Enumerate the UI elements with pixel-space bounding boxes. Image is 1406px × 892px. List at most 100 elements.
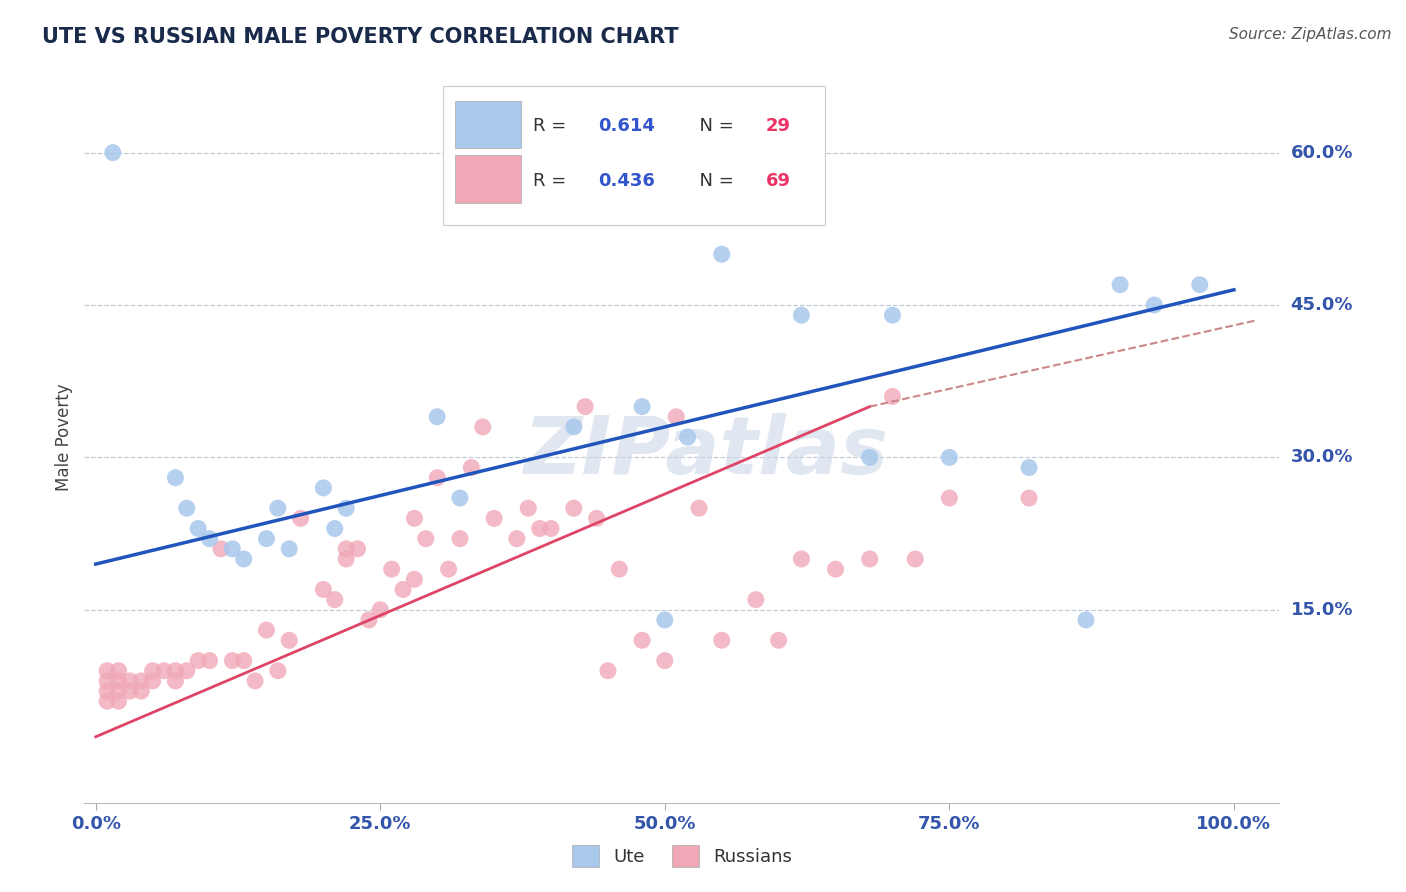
Point: [404, 572, 426, 586]
Text: 60.0%: 60.0%: [1291, 144, 1353, 161]
Point: [107, 684, 129, 698]
Point: [209, 541, 232, 556]
Text: Source: ZipAtlas.com: Source: ZipAtlas.com: [1229, 27, 1392, 42]
Point: [357, 613, 380, 627]
Point: [938, 491, 960, 505]
Text: 0.614: 0.614: [599, 117, 655, 136]
Point: [1018, 460, 1040, 475]
FancyBboxPatch shape: [456, 155, 520, 203]
Point: [165, 673, 187, 688]
Point: [654, 613, 676, 627]
Point: [107, 664, 129, 678]
Point: [517, 501, 540, 516]
Point: [176, 664, 198, 678]
Point: [904, 552, 927, 566]
Point: [607, 562, 630, 576]
Point: [187, 521, 209, 535]
Point: [96, 694, 118, 708]
Point: [1074, 613, 1097, 627]
Point: [529, 521, 551, 535]
Point: [96, 673, 118, 688]
Y-axis label: Male Poverty: Male Poverty: [55, 384, 73, 491]
Point: [312, 582, 335, 597]
Point: [437, 562, 460, 576]
Point: [1109, 277, 1132, 292]
Point: [768, 633, 790, 648]
Point: [938, 450, 960, 465]
Point: [482, 511, 505, 525]
Point: [221, 541, 243, 556]
Point: [129, 673, 152, 688]
Point: [278, 541, 301, 556]
Point: [142, 673, 165, 688]
Point: [790, 552, 813, 566]
Point: [335, 501, 357, 516]
Point: [449, 532, 471, 546]
Point: [562, 420, 585, 434]
Point: [335, 541, 357, 556]
Point: [574, 400, 596, 414]
Point: [312, 481, 335, 495]
Text: 45.0%: 45.0%: [1291, 296, 1353, 314]
Point: [471, 420, 494, 434]
Text: N =: N =: [688, 172, 740, 190]
Point: [368, 603, 391, 617]
Text: ZIPatlas: ZIPatlas: [523, 413, 889, 491]
Text: 29: 29: [766, 117, 790, 136]
Point: [278, 633, 301, 648]
Point: [1188, 277, 1211, 292]
Text: R =: R =: [533, 117, 571, 136]
Point: [142, 664, 165, 678]
Point: [165, 471, 187, 485]
Point: [404, 511, 426, 525]
Text: 15.0%: 15.0%: [1291, 601, 1353, 619]
Point: [688, 501, 710, 516]
Text: 0.436: 0.436: [599, 172, 655, 190]
Point: [221, 654, 243, 668]
Point: [346, 541, 368, 556]
Point: [540, 521, 562, 535]
Point: [323, 592, 346, 607]
Point: [232, 552, 254, 566]
Point: [96, 684, 118, 698]
Point: [232, 654, 254, 668]
Point: [107, 673, 129, 688]
Point: [415, 532, 437, 546]
Point: [129, 684, 152, 698]
Point: [118, 673, 141, 688]
Point: [267, 501, 290, 516]
Point: [585, 511, 607, 525]
Text: 30.0%: 30.0%: [1291, 449, 1353, 467]
Point: [654, 654, 676, 668]
Point: [381, 562, 404, 576]
Point: [790, 308, 813, 322]
Point: [1143, 298, 1166, 312]
Point: [335, 552, 357, 566]
Text: UTE VS RUSSIAN MALE POVERTY CORRELATION CHART: UTE VS RUSSIAN MALE POVERTY CORRELATION …: [42, 27, 679, 46]
Point: [562, 501, 585, 516]
Point: [596, 664, 619, 678]
Point: [118, 684, 141, 698]
Point: [267, 664, 290, 678]
Point: [882, 389, 904, 403]
Text: R =: R =: [533, 172, 571, 190]
Point: [460, 460, 482, 475]
Point: [426, 471, 449, 485]
Point: [256, 623, 278, 637]
Legend: Ute, Russians: Ute, Russians: [564, 838, 800, 874]
Point: [859, 552, 882, 566]
Point: [449, 491, 471, 505]
Point: [882, 308, 904, 322]
FancyBboxPatch shape: [443, 86, 825, 225]
Point: [165, 664, 187, 678]
Point: [107, 694, 129, 708]
Point: [710, 247, 733, 261]
Point: [665, 409, 688, 424]
Point: [631, 633, 654, 648]
Point: [198, 532, 221, 546]
Point: [392, 582, 415, 597]
FancyBboxPatch shape: [456, 101, 520, 148]
Point: [198, 654, 221, 668]
Point: [859, 450, 882, 465]
Point: [710, 633, 733, 648]
